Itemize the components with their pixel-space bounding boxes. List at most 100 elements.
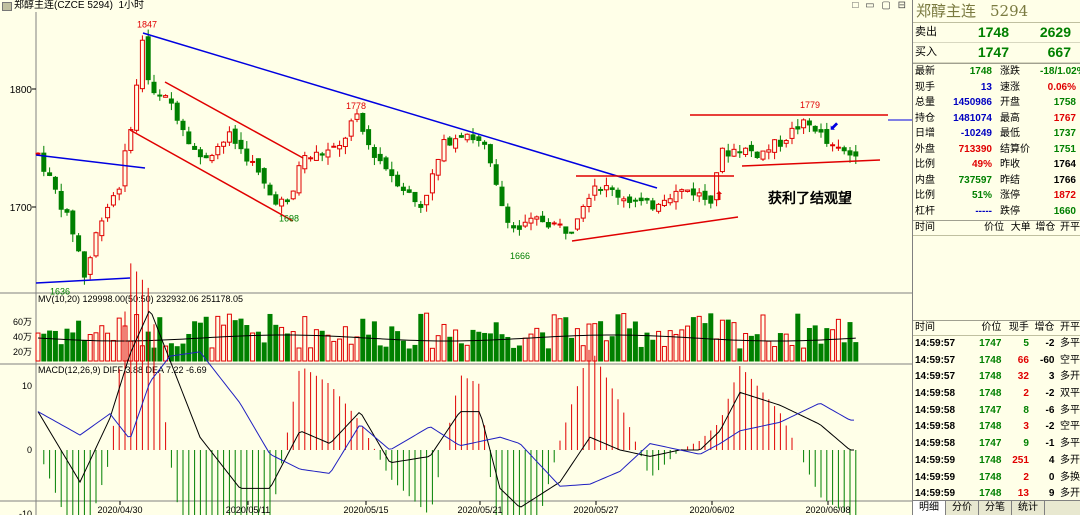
volume-bar [116, 317, 122, 362]
volume-bar [551, 314, 557, 362]
volume-bar [284, 333, 290, 362]
tick-oi: 3 [1048, 371, 1055, 383]
candle-body [801, 119, 807, 129]
volume-bar [406, 348, 412, 362]
volume-bar [476, 331, 482, 362]
big-order-list[interactable] [913, 236, 1080, 320]
volume-bar [638, 346, 644, 362]
tick-row[interactable]: 14:59:58 1747 9 -1 多平 [913, 436, 1080, 453]
candle-body [76, 235, 82, 252]
price-extreme-label: 1847 [137, 20, 157, 30]
tick-row[interactable]: 14:59:58 1747 8 -6 多平 [913, 403, 1080, 420]
tick-price: 1748 [979, 488, 1002, 500]
volume-bar [418, 313, 424, 362]
volume-bar [447, 336, 453, 362]
candle-body [847, 150, 853, 156]
tick-row[interactable]: 14:59:59 1748 2 0 多换 [913, 470, 1080, 487]
candle-body [487, 144, 493, 164]
volume-bar [464, 344, 470, 362]
tick-oi: -6 [1045, 404, 1055, 416]
candle-body [244, 148, 250, 162]
candle-body [772, 139, 778, 153]
candle-body [545, 221, 551, 228]
tick-list[interactable]: 14:59:57 1747 5 -2 多平 14:59:57 1748 66 -60 空平 14:5… [913, 336, 1080, 503]
ask-volume: 2629 [1039, 24, 1071, 40]
ask-row: 卖出 1748 2629 [913, 23, 1080, 43]
candle-body [122, 150, 128, 187]
candle-body [134, 84, 140, 131]
stat-row: 外盘 713390 结算价 1751 [913, 142, 1080, 158]
candle-body [145, 36, 151, 81]
date-tick-label: 2020/04/30 [97, 505, 142, 515]
bid-ask: 卖出 1748 2629 买入 1747 667 [913, 23, 1080, 63]
candle-body [87, 257, 93, 275]
candle-body [603, 185, 609, 191]
candle-body [528, 217, 534, 224]
period-label[interactable]: 1小时 [118, 0, 145, 11]
candle-body [360, 113, 366, 132]
candle-body [99, 220, 105, 237]
candle-body [690, 188, 696, 196]
candle-body [342, 137, 348, 148]
big-header-big: 大单 [1010, 222, 1031, 233]
volume-bar [679, 329, 685, 362]
tick-row[interactable]: 14:59:57 1748 66 -60 空平 [913, 353, 1080, 370]
candle-body [192, 145, 198, 150]
tick-oi: -60 [1040, 354, 1055, 366]
volume-bar [58, 344, 64, 362]
candle-body [557, 223, 563, 226]
tab-1[interactable]: 分价 [946, 501, 979, 515]
bid-price: 1747 [977, 44, 1009, 60]
tick-row[interactable]: 14:59:57 1747 5 -2 多平 [913, 336, 1080, 353]
tick-row[interactable]: 14:59:58 1748 3 -2 空平 [913, 419, 1080, 436]
menu-icon[interactable] [2, 2, 12, 11]
candle-body [830, 144, 836, 147]
volume-bar [522, 337, 528, 362]
big-header-price: 价位 [984, 222, 1005, 233]
tab-2[interactable]: 分笔 [979, 501, 1012, 515]
volume-bar [41, 333, 47, 362]
volume-bar [192, 321, 198, 362]
tab-3[interactable]: 统计 [1012, 501, 1045, 515]
stat-value2: 1737 [1053, 128, 1076, 139]
ask-price: 1748 [977, 24, 1009, 40]
volume-bar [540, 332, 546, 362]
volume-bar [296, 347, 302, 362]
candle-body [731, 148, 737, 157]
candle-body [151, 81, 157, 94]
tick-row[interactable]: 14:59:59 1748 13 9 多开 [913, 486, 1080, 503]
volume-bar [453, 329, 459, 362]
stat-value: 1748 [969, 66, 992, 77]
volume-bar [168, 343, 174, 362]
candle-body [511, 225, 517, 229]
stat-key: 外盘 [915, 143, 935, 155]
volume-bar [273, 324, 279, 362]
tick-row[interactable]: 14:59:59 1748 251 4 多开 [913, 453, 1080, 470]
kline-chart[interactable]: 1700 1800 ⬆ ⬋ 1847 1636 1698 1778 1666 1779 获利了结观望… [0, 12, 912, 515]
volume-bar [772, 346, 778, 362]
candle-body [41, 152, 47, 172]
tick-row[interactable]: 14:59:58 1748 2 -2 双平 [913, 386, 1080, 403]
volume-bar [383, 346, 389, 362]
candle-body [679, 189, 685, 192]
tick-row[interactable]: 14:59:57 1748 32 3 多开 [913, 369, 1080, 386]
volume-bar [348, 343, 354, 362]
volume-bar [661, 345, 667, 362]
candle-body [267, 184, 273, 196]
volume-bar [516, 345, 522, 362]
tick-oi: 0 [1048, 471, 1055, 483]
date-tick-label: 2020/05/11 [226, 505, 270, 515]
volume-bar [714, 338, 720, 362]
stat-value: 13 [980, 81, 992, 93]
candle-body [754, 151, 760, 159]
candle-body [313, 151, 319, 161]
window-controls[interactable]: □ ▭ ▢ ⊟ [852, 0, 908, 11]
bid-label: 买入 [915, 46, 937, 58]
candle-body [638, 197, 644, 202]
candle-body [52, 176, 58, 190]
big-header-oi: 增仓 [1035, 222, 1056, 233]
tab-0[interactable]: 明细 [913, 501, 946, 515]
tick-time: 14:59:58 [915, 438, 956, 450]
price-tick-label: 1800 [10, 85, 33, 96]
candle-body [395, 174, 401, 187]
